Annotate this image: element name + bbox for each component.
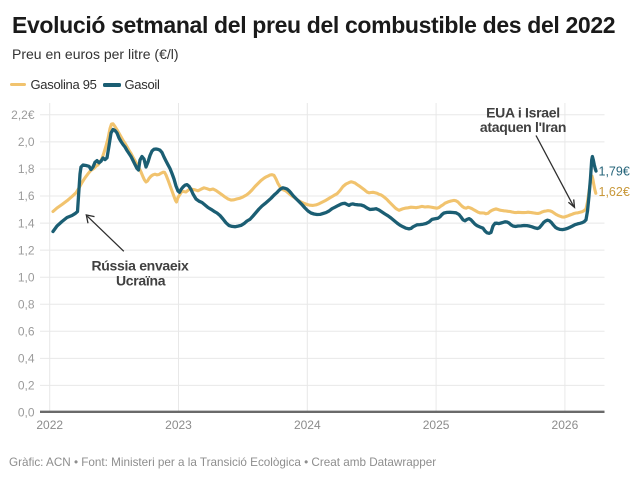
svg-text:Ucraïna: Ucraïna (116, 273, 166, 289)
svg-text:0,2: 0,2 (18, 379, 35, 393)
svg-text:1,79€: 1,79€ (599, 164, 630, 178)
svg-text:1,6: 1,6 (18, 189, 35, 203)
svg-text:1,2: 1,2 (18, 243, 35, 257)
svg-text:0,8: 0,8 (18, 298, 35, 312)
svg-text:2023: 2023 (165, 418, 192, 432)
svg-text:1,4: 1,4 (18, 216, 35, 230)
svg-text:2025: 2025 (423, 418, 450, 432)
svg-text:2026: 2026 (552, 418, 579, 432)
svg-text:1,8: 1,8 (18, 162, 35, 176)
svg-text:2022: 2022 (36, 418, 63, 432)
svg-text:2,2€: 2,2€ (11, 108, 35, 122)
svg-text:ataquen l'Iran: ataquen l'Iran (480, 119, 566, 135)
svg-text:Rússia envaeix: Rússia envaeix (92, 258, 189, 274)
svg-text:EUA i Israel: EUA i Israel (486, 104, 560, 120)
svg-text:1,62€: 1,62€ (599, 185, 630, 199)
svg-text:1,0: 1,0 (18, 270, 35, 284)
svg-text:2024: 2024 (294, 418, 321, 432)
svg-text:0,6: 0,6 (18, 325, 35, 339)
svg-text:0,0: 0,0 (18, 406, 35, 420)
svg-text:2,0: 2,0 (18, 135, 35, 149)
svg-text:0,4: 0,4 (18, 352, 35, 366)
